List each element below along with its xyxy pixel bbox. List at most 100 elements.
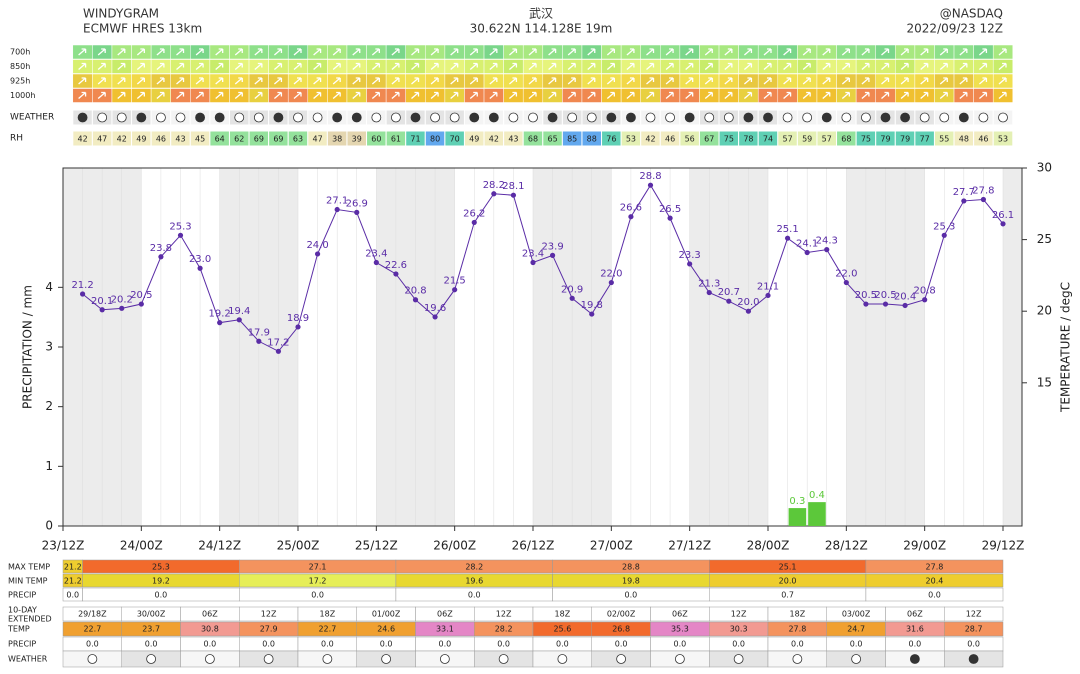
temperature-point <box>824 247 830 253</box>
temperature-point <box>334 206 340 213</box>
weather-icon <box>880 112 891 123</box>
table-value: 25.1 <box>779 563 797 572</box>
table-value: 0.0 <box>468 591 481 600</box>
rh-value: 76 <box>606 135 616 144</box>
temperature-label: 23.0 <box>189 254 211 265</box>
wind-arrow <box>215 91 224 99</box>
ext-temp: 25.6 <box>553 625 571 634</box>
ext-temp: 27.9 <box>260 625 278 634</box>
wind-arrow <box>763 62 772 70</box>
wind-arrow <box>861 62 870 70</box>
wind-arrow <box>215 62 224 70</box>
weather-icon <box>723 112 734 123</box>
wind-arrow <box>548 62 557 70</box>
ext-time: 06Z <box>437 610 453 619</box>
ext-precip: 0.0 <box>497 640 510 649</box>
temperature-point <box>804 249 810 256</box>
wind-arrow <box>704 48 713 56</box>
wind-arrow <box>548 77 557 85</box>
rh-value: 42 <box>489 135 499 144</box>
table-value: 19.2 <box>152 577 170 586</box>
ext-weather-icon <box>968 654 979 664</box>
wind-arrow <box>881 77 890 85</box>
wind-arrow <box>293 48 302 56</box>
wind-arrow <box>743 77 753 85</box>
rh-value: 42 <box>645 135 655 144</box>
temperature-label: 20.4 <box>894 291 916 302</box>
night-band <box>1003 168 1022 526</box>
wind-arrow <box>743 62 753 70</box>
ext-precip: 0.0 <box>674 640 687 649</box>
wind-arrow <box>978 48 988 56</box>
temperature-label: 20.5 <box>874 290 896 301</box>
wind-arrow <box>567 48 576 56</box>
wind-arrow <box>273 48 283 56</box>
wind-arrow <box>685 62 694 70</box>
rh-value: 69 <box>273 135 283 144</box>
weather-icon <box>508 112 519 123</box>
table-cell <box>865 587 1004 602</box>
y-tick-label: 4 <box>45 280 53 294</box>
wind-arrow <box>450 48 459 56</box>
precip-bar <box>788 508 807 526</box>
weather-icon <box>528 112 538 123</box>
rh-value: 78 <box>743 135 753 144</box>
rh-value: 53 <box>998 135 1008 144</box>
x-tick-label: 24/12Z <box>198 539 241 553</box>
wind-arrow <box>783 48 792 56</box>
ext-weather-icon <box>733 654 744 664</box>
temperature-point <box>373 259 379 266</box>
wind-arrow <box>508 48 518 56</box>
wind-arrow <box>411 77 420 85</box>
ext-precip: 0.0 <box>556 640 569 649</box>
wind-arrow <box>959 62 968 70</box>
rh-value: 65 <box>547 135 557 144</box>
wind-arrow <box>704 77 713 85</box>
wind-arrow <box>78 48 87 56</box>
ext-label: 10-DAY <box>8 606 37 615</box>
level-label: 1000h <box>10 91 35 100</box>
temperature-point <box>275 348 282 354</box>
rh-value: 45 <box>195 135 205 144</box>
wind-arrow <box>802 48 811 56</box>
ext-precip: 0.0 <box>145 640 158 649</box>
weather-icon <box>449 112 460 123</box>
weather-icon <box>586 112 597 123</box>
wind-arrow <box>332 48 341 56</box>
wind-arrow <box>978 77 988 85</box>
table-value: 19.6 <box>465 577 483 586</box>
wind-arrow <box>626 62 635 70</box>
weather-icon <box>488 112 499 123</box>
x-tick-label: 28/00Z <box>747 539 790 553</box>
wind-arrow <box>528 77 537 85</box>
wind-arrow <box>763 91 772 99</box>
temperature-point <box>354 209 360 215</box>
wind-arrow <box>313 62 322 70</box>
wind-arrow <box>489 91 498 99</box>
wind-arrow <box>783 62 792 70</box>
temperature-line <box>82 184 1004 352</box>
ext-weather-icon <box>204 654 215 664</box>
ext-weather-icon <box>322 654 333 664</box>
rh-value: 48 <box>959 135 969 144</box>
title: WINDYGRAM <box>83 7 159 21</box>
rh-value: 77 <box>920 135 930 144</box>
weather-icon <box>175 112 186 123</box>
temperature-label: 20.1 <box>91 296 113 307</box>
wind-arrow <box>391 48 400 56</box>
wind-arrow <box>822 48 831 56</box>
temperature-point <box>256 338 262 344</box>
temperature-point <box>843 279 849 286</box>
weather-icon <box>978 112 989 123</box>
table-label: PRECIP <box>8 591 36 600</box>
temperature-point <box>589 311 595 317</box>
ext-time: 18Z <box>320 610 336 619</box>
temperature-label: 26.1 <box>992 210 1014 221</box>
rh-value: 57 <box>782 135 792 144</box>
wind-arrow <box>352 62 361 70</box>
ext-time: 12Z <box>966 610 982 619</box>
temperature-point <box>452 287 458 293</box>
wind-arrow <box>998 91 1007 99</box>
y-label: PRECIPITATION / mm <box>21 285 35 409</box>
weather-icon <box>253 112 264 123</box>
